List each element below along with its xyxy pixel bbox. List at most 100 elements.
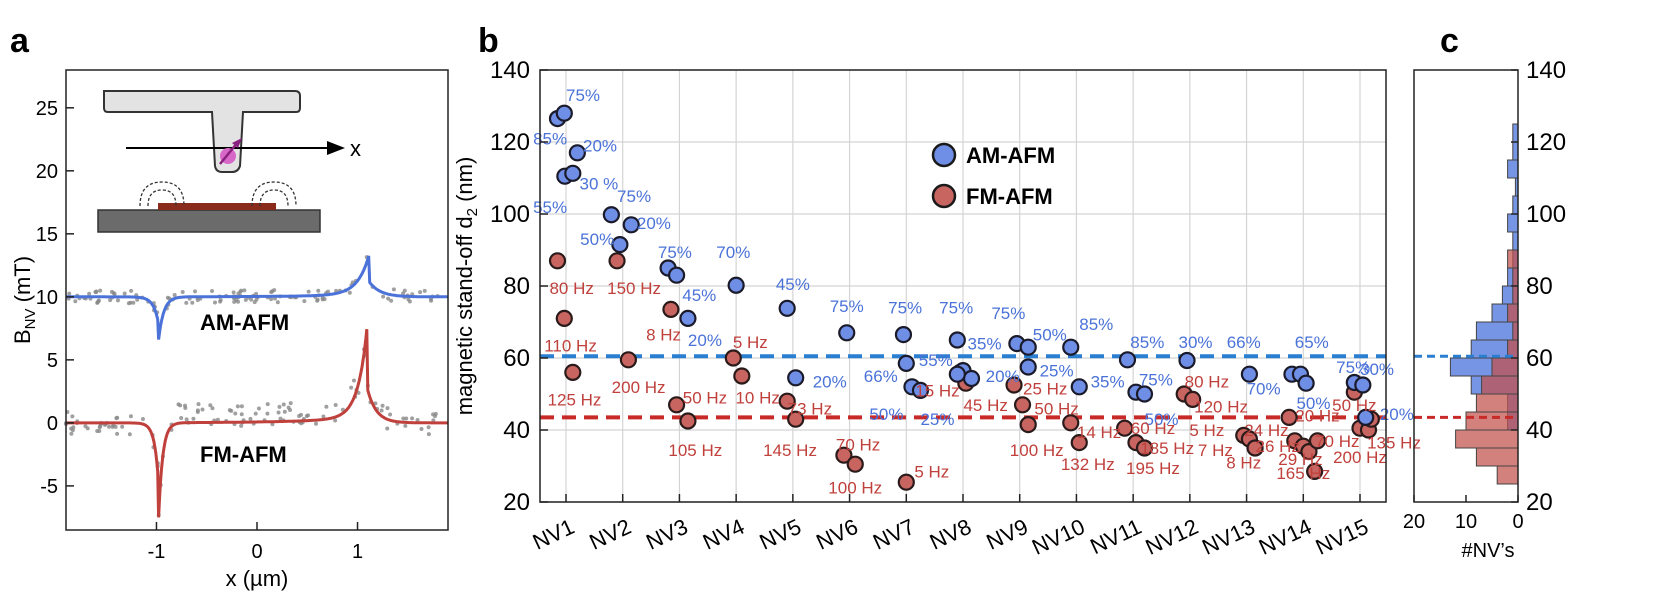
am-point (962, 369, 981, 388)
fm-point-label: 20 Hz (1295, 407, 1339, 426)
hist-fm-bar (1512, 285, 1519, 305)
am-point (1357, 408, 1375, 426)
fm-point (662, 300, 680, 318)
a-data-point (256, 406, 261, 411)
a-data-point (113, 424, 118, 429)
am-point (1019, 338, 1037, 356)
panel-c-xlabel: #NV’s (1462, 540, 1515, 562)
am-point-label: 75% (1139, 371, 1173, 390)
a-data-point (131, 300, 136, 305)
a-data-point (401, 416, 406, 421)
am-point (1019, 358, 1037, 376)
a-data-point (324, 404, 329, 409)
fm-point-label: 145 Hz (763, 441, 817, 460)
a-data-point (380, 403, 385, 408)
hist-fm-bar (1512, 267, 1519, 287)
am-point-label: 55% (919, 351, 953, 370)
hist-fm-bar (1491, 357, 1519, 377)
a-ytick-label: 25 (36, 98, 58, 120)
a-data-point (114, 416, 119, 421)
hist-fm-bar (1481, 375, 1519, 395)
c-xtick-label: 0 (1512, 511, 1523, 533)
panel-b-legend: AM-AFM FM-AFM (931, 142, 1055, 209)
a-data-point (278, 416, 283, 421)
a-data-point (389, 298, 394, 303)
cantilever (103, 90, 301, 173)
a-data-point (126, 301, 131, 306)
a-data-point (165, 295, 170, 300)
fm-point-label: 195 Hz (1126, 459, 1180, 478)
a-data-point (210, 406, 215, 411)
fm-point-label: 70 Hz (1315, 432, 1359, 451)
fm-point (1184, 390, 1202, 408)
fm-point-label: 45 Hz (963, 396, 1007, 415)
am-point (622, 216, 640, 234)
am-point-label: 25% (920, 410, 954, 429)
a-data-point (87, 291, 92, 296)
am-point-label: 35% (968, 335, 1002, 354)
a-data-point (275, 300, 280, 305)
fm-point (1005, 376, 1023, 394)
hist-fm-bar (1512, 321, 1519, 341)
am-point-label: 75% (888, 299, 922, 318)
a-data-point (210, 289, 215, 294)
fm-point (778, 392, 796, 410)
a-data-point (277, 404, 282, 409)
a-data-point (385, 426, 390, 431)
c-ytick-label: 40 (1526, 417, 1553, 444)
a-data-point (322, 297, 327, 302)
am-point-label: 75% (939, 299, 973, 318)
c-xtick-label: 20 (1403, 511, 1425, 533)
a-data-point (128, 414, 133, 419)
hist-fm-bar (1455, 429, 1519, 449)
a-data-point (388, 412, 393, 417)
hist-am-bar (1507, 159, 1519, 179)
panel-a-am-label: AM-AFM (200, 310, 289, 335)
a-data-point (269, 297, 274, 302)
fm-point-label: 5 Hz (1189, 421, 1224, 440)
a-data-point (208, 403, 213, 408)
fm-point (1135, 439, 1154, 457)
am-point (667, 266, 686, 284)
a-data-point (265, 402, 270, 407)
a-data-point (231, 290, 236, 295)
a-data-point (183, 403, 188, 408)
fm-point-label: 100 Hz (828, 479, 882, 498)
a-data-point (288, 401, 293, 406)
a-data-point (239, 288, 244, 293)
a-data-point (180, 289, 185, 294)
a-ytick-label: 15 (36, 224, 58, 246)
a-data-point (110, 424, 115, 429)
am-point-label: 75% (830, 297, 864, 316)
a-data-point (385, 406, 390, 411)
a-data-point (179, 415, 184, 420)
a-data-point (276, 410, 281, 415)
a-data-point (120, 424, 125, 429)
am-point (611, 236, 629, 254)
b-xtick-label: NV6 (812, 514, 861, 555)
am-point-label: 75% (991, 304, 1025, 323)
am-point-label: 50% (580, 230, 614, 249)
am-point-label: 75% (1336, 358, 1370, 377)
a-data-point (270, 422, 275, 427)
fm-point-label: 15 Hz (915, 381, 959, 400)
a-data-point (242, 288, 247, 293)
hist-fm-bar (1496, 465, 1519, 485)
a-data-point (315, 297, 320, 302)
a-xtick-label: 0 (251, 541, 262, 563)
am-point (838, 324, 856, 342)
fm-point-label: 100 Hz (1010, 441, 1064, 460)
scan-axis-label: x (350, 136, 361, 161)
fm-point-label: 24 Hz (1244, 421, 1288, 440)
b-ytick-label: 80 (503, 273, 530, 300)
panel-label-b: b (478, 22, 499, 60)
a-data-point (96, 298, 101, 303)
am-point (778, 299, 796, 317)
fm-point (724, 349, 742, 367)
a-data-point (265, 411, 270, 416)
am-point-label: 25% (1040, 362, 1074, 381)
b-xtick-label: NV12 (1142, 514, 1202, 560)
tip-schematic: x (97, 90, 361, 233)
c-ytick-label: 140 (1526, 57, 1566, 84)
